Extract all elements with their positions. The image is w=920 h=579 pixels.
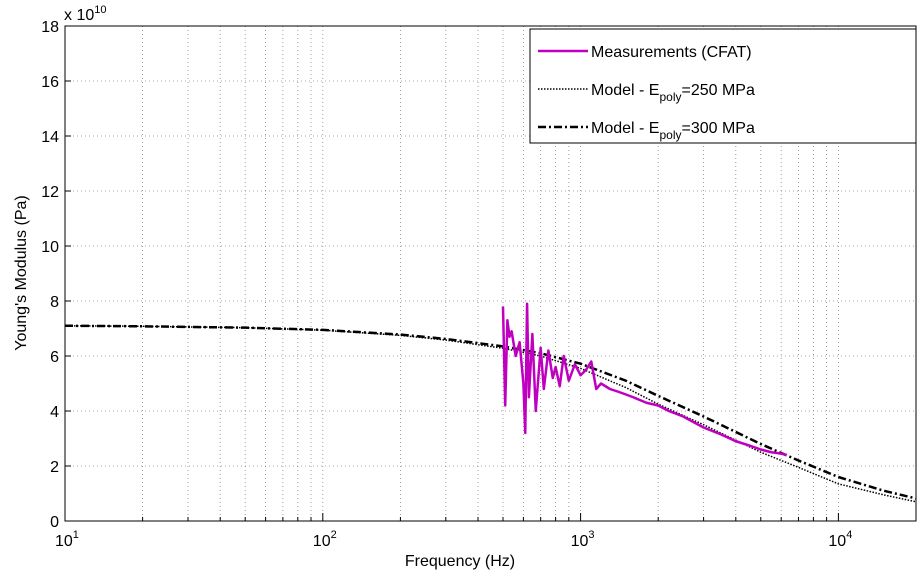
multiplier-exponent: 10: [94, 4, 106, 16]
series-line: [501, 302, 787, 457]
series-line: [64, 325, 917, 503]
y-multiplier: x 1010: [64, 4, 107, 24]
legend-name: Model - E: [591, 120, 659, 137]
y-tick-label: 12: [41, 184, 59, 201]
y-tick-label: 18: [41, 19, 59, 36]
legend-label: Model - Epoly=300 MPa: [591, 120, 755, 142]
y-tick-label: 16: [41, 74, 59, 91]
legend-box: [529, 28, 917, 144]
y-tick-label: 0: [50, 514, 59, 531]
x-tick-exponent: 4: [846, 529, 852, 541]
y-tick-label: 2: [50, 459, 59, 476]
x-axis-label: Frequency (Hz): [405, 553, 515, 570]
x-tick-exponent: 1: [73, 529, 79, 541]
legend-name: Model - E: [591, 82, 659, 99]
x-tick-base: 10: [571, 533, 589, 550]
y-tick-label: 14: [41, 129, 59, 146]
plot-lines: [64, 302, 917, 503]
legend-subscript: poly: [659, 128, 681, 142]
x-tick-label: 102: [313, 529, 337, 550]
legend: Measurements (CFAT)Model - Epoly=250 MPa…: [529, 28, 917, 144]
legend-label: Measurements (CFAT): [591, 44, 752, 61]
x-tick-exponent: 2: [331, 529, 337, 541]
plot-frame: [64, 25, 917, 522]
x-tick-exponent: 3: [588, 529, 594, 541]
y-tick-label: 8: [50, 294, 59, 311]
legend-subscript: poly: [659, 90, 681, 104]
multiplier-base: x 10: [64, 7, 94, 24]
x-tick-label: 101: [55, 529, 79, 550]
y-tick-label: 6: [50, 349, 59, 366]
legend-label: Model - Epoly=250 MPa: [591, 82, 755, 104]
y-axis-label: Young's Modulus (Pa): [13, 195, 30, 350]
x-tick-base: 10: [828, 533, 846, 550]
y-tick-label: 10: [41, 239, 59, 256]
legend-name-end: =300 MPa: [681, 120, 754, 137]
x-tick-label: 103: [571, 529, 595, 550]
x-tick-base: 10: [55, 533, 73, 550]
x-tick-label: 104: [828, 529, 852, 550]
x-tick-base: 10: [313, 533, 331, 550]
y-tick-label: 4: [50, 404, 59, 421]
legend-name-end: =250 MPa: [681, 82, 754, 99]
legend-name: Measurements (CFAT): [591, 44, 752, 61]
